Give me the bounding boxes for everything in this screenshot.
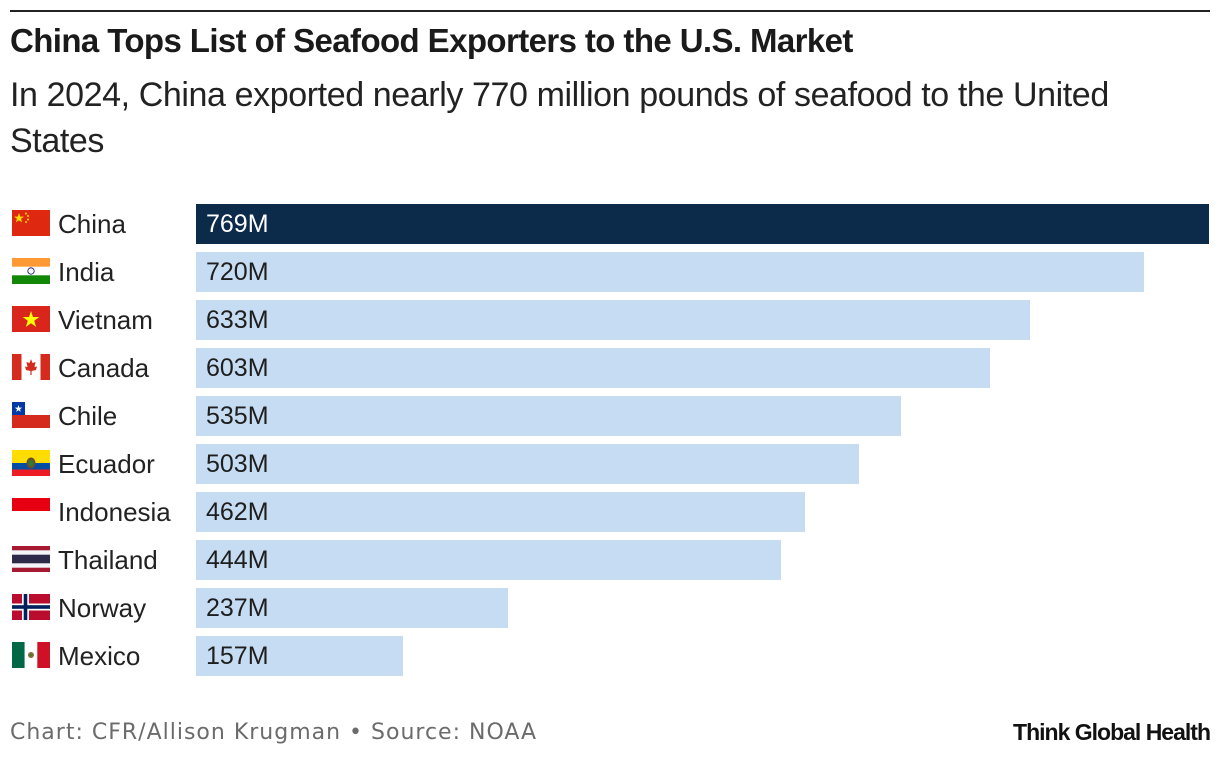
value-label: 603M: [206, 354, 269, 382]
chart-subtitle: In 2024, China exported nearly 770 milli…: [10, 76, 1109, 160]
bar-thailand: [196, 540, 781, 580]
category-label: Thailand: [58, 545, 158, 575]
vietnam-flag-icon: [12, 306, 50, 332]
category-label: Vietnam: [58, 305, 153, 335]
bar-row: China 769M: [0, 204, 1220, 244]
bar-ecuador: [196, 444, 859, 484]
category-label: Canada: [58, 353, 150, 383]
value-label: 535M: [206, 402, 269, 430]
bar-row: Vietnam 633M: [0, 300, 1220, 340]
bar-canada: [196, 348, 990, 388]
bar-row: Mexico 157M: [0, 636, 1220, 676]
value-label: 157M: [206, 642, 269, 670]
source-credit: Chart: CFR/Allison Krugman • Source: NOA…: [10, 720, 538, 745]
bar-row: Indonesia 462M: [0, 492, 1220, 532]
bar-row: Norway 237M: [0, 588, 1220, 628]
brand-logo: Think Global Health: [1013, 719, 1211, 745]
bar-norway: [196, 588, 508, 628]
value-label: 503M: [206, 450, 269, 478]
chart-title: China Tops List of Seafood Exporters to …: [10, 22, 853, 59]
category-label: Chile: [58, 401, 118, 431]
india-flag-icon: [12, 258, 50, 284]
category-label: India: [58, 257, 115, 287]
bar-indonesia: [196, 492, 805, 532]
value-label: 444M: [206, 546, 269, 574]
value-label: 720M: [206, 258, 269, 286]
bar-row: Canada 603M: [0, 348, 1220, 388]
bar-row: India 720M: [0, 252, 1220, 292]
bar-mexico: [196, 636, 403, 676]
top-rule: [10, 10, 1210, 12]
china-flag-icon: [12, 210, 50, 236]
chile-flag-icon: [12, 402, 50, 428]
value-label: 769M: [206, 210, 269, 238]
category-label: Norway: [58, 593, 147, 623]
indonesia-flag-icon: [12, 498, 50, 524]
bar-row: Thailand 444M: [0, 540, 1220, 580]
bar-china: [196, 204, 1209, 244]
mexico-flag-icon: [12, 642, 50, 668]
value-label: 237M: [206, 594, 269, 622]
category-label: China: [58, 209, 126, 239]
value-label: 633M: [206, 306, 269, 334]
norway-flag-icon: [12, 594, 50, 620]
value-label: 462M: [206, 498, 269, 526]
bar-row: Chile 535M: [0, 396, 1220, 436]
canada-flag-icon: [12, 354, 50, 380]
bar-vietnam: [196, 300, 1030, 340]
category-label: Mexico: [58, 641, 141, 671]
thailand-flag-icon: [12, 546, 50, 572]
category-label: Indonesia: [58, 497, 171, 527]
category-label: Ecuador: [58, 449, 155, 479]
ecuador-flag-icon: [12, 450, 50, 476]
bar-row: Ecuador 503M: [0, 444, 1220, 484]
bar-chile: [196, 396, 901, 436]
bar-india: [196, 252, 1144, 292]
